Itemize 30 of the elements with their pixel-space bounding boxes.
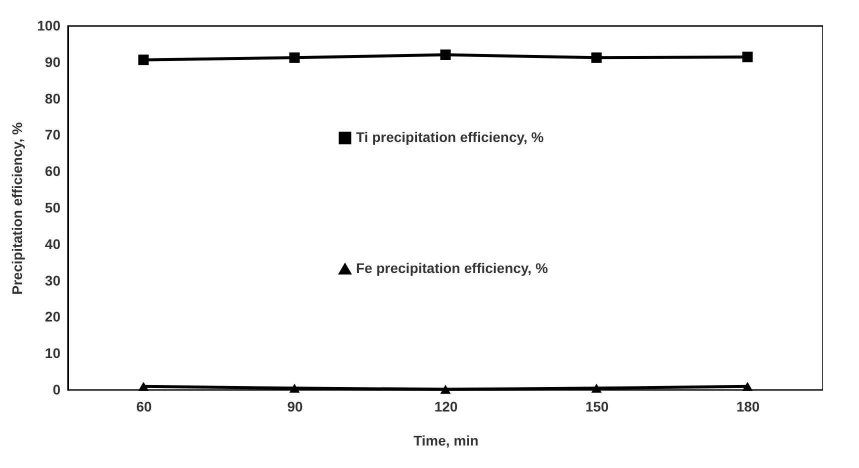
point — [742, 382, 753, 391]
x-tick-label: 90 — [287, 398, 303, 414]
point — [591, 52, 602, 63]
point — [138, 54, 149, 66]
y-tick-label: 20 — [44, 308, 61, 325]
y-tick-label: 10 — [44, 345, 61, 362]
y-tick-label: 40 — [44, 236, 61, 252]
point — [440, 50, 451, 60]
y-tick-label: 60 — [44, 163, 61, 180]
point — [289, 384, 300, 393]
y-tick-label: 30 — [44, 272, 61, 288]
y-tick-label: 90 — [44, 54, 61, 70]
x-axis-title: Time, min — [413, 432, 479, 448]
point — [138, 382, 149, 391]
y-tick-label: 100 — [37, 18, 61, 34]
point — [591, 384, 602, 393]
y-axis-title: Precipitation efficiency, % — [9, 122, 26, 295]
legend-label: Fe precipitation efficiency, % — [356, 260, 548, 276]
y-tick-label: 50 — [44, 200, 61, 216]
x-tick-label: 60 — [136, 398, 152, 414]
y-tick-label: 80 — [44, 90, 61, 106]
x-tick-label: 150 — [585, 398, 609, 414]
y-tick-label: 70 — [44, 126, 61, 143]
point — [742, 52, 753, 62]
x-tick-label: 120 — [434, 398, 458, 414]
legend-label: Ti precipitation efficiency, % — [356, 129, 544, 145]
point — [440, 384, 451, 394]
x-tick-label: 180 — [736, 398, 760, 414]
point — [289, 52, 300, 63]
y-tick-label: 0 — [52, 382, 61, 398]
